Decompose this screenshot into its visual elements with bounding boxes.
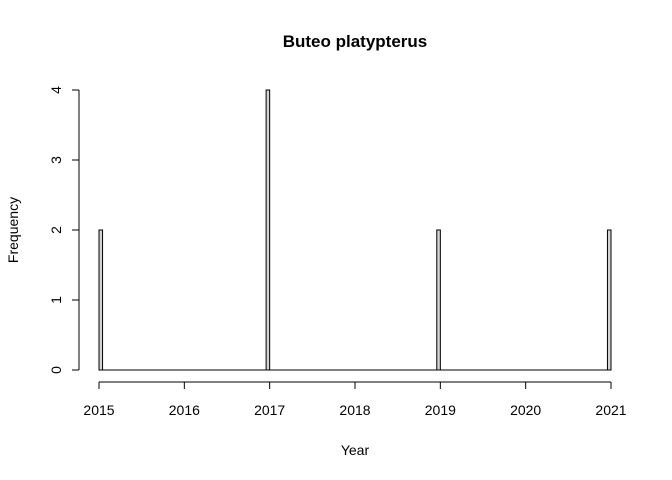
chart-title: Buteo platypterus — [283, 32, 428, 51]
y-axis-label: Frequency — [5, 197, 21, 263]
x-tick-label: 2018 — [339, 402, 370, 418]
x-tick-label: 2017 — [254, 402, 285, 418]
x-tick-label: 2021 — [595, 402, 626, 418]
histogram-bar — [98, 229, 104, 371]
y-tick-label: 2 — [48, 226, 64, 234]
y-tick-label: 0 — [48, 366, 64, 374]
histogram-bars — [98, 89, 612, 371]
histogram-bar — [436, 229, 441, 371]
y-tick-label: 1 — [48, 296, 64, 304]
x-axis: 2015 2016 2017 2018 2019 2020 2021 — [83, 381, 627, 418]
x-tick-label: 2019 — [425, 402, 456, 418]
y-axis: 0 1 2 3 4 — [48, 86, 80, 374]
y-tick-label: 3 — [48, 156, 64, 164]
histogram-bar — [606, 229, 612, 371]
histogram-bar — [265, 89, 271, 371]
x-tick-label: 2020 — [510, 402, 541, 418]
x-tick-label: 2016 — [169, 402, 200, 418]
y-tick-label: 4 — [48, 86, 64, 94]
x-tick-label: 2015 — [83, 402, 114, 418]
x-axis-label: Year — [341, 442, 370, 458]
